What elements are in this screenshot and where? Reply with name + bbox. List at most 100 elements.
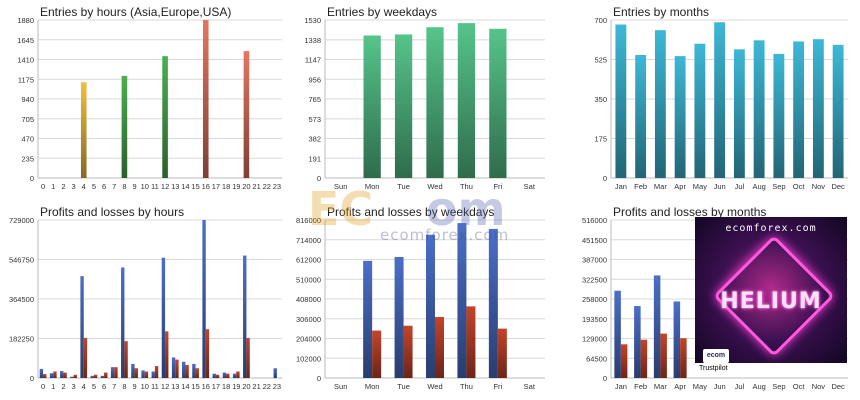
x-tick-label: Sat: [524, 182, 536, 191]
bar: [394, 34, 413, 178]
bar: [90, 375, 94, 378]
x-tick-label: Thu: [460, 182, 473, 191]
bar: [363, 35, 381, 178]
bar: [812, 39, 824, 178]
x-tick-label: 19: [232, 382, 240, 391]
x-tick-label: May: [693, 182, 707, 191]
bar: [161, 257, 166, 378]
bar: [634, 306, 641, 378]
bar: [635, 54, 647, 178]
y-tick-label: 516000: [582, 216, 607, 225]
x-tick-label: Sat: [524, 382, 536, 391]
x-tick-label: 16: [202, 382, 210, 391]
bar: [53, 371, 57, 378]
y-tick-label: 470: [21, 135, 34, 144]
bar: [141, 370, 145, 378]
x-tick-label: 11: [151, 182, 159, 191]
bar: [614, 290, 621, 378]
bar: [215, 374, 220, 378]
bar: [80, 82, 87, 178]
bar: [694, 43, 706, 179]
x-tick-label: 22: [263, 382, 271, 391]
x-tick-label: 10: [141, 182, 149, 191]
ad-title: HELIUM: [720, 289, 822, 314]
y-tick-label: 451500: [582, 236, 607, 245]
bar: [640, 339, 648, 378]
bar: [654, 30, 666, 179]
bar: [100, 375, 105, 378]
x-tick-label: Apr: [674, 382, 686, 391]
x-tick-label: Mon: [365, 382, 380, 391]
bar: [403, 325, 413, 378]
y-tick-label: 129000: [582, 335, 607, 344]
ad-logo: ecom: [703, 349, 729, 363]
x-tick-label: 4: [82, 382, 86, 391]
y-tick-label: 175: [594, 135, 607, 144]
y-tick-label: 510000: [296, 275, 321, 284]
x-tick-label: Dec: [831, 182, 845, 191]
bar: [171, 357, 176, 378]
bar: [793, 41, 805, 178]
y-tick-label: 1880: [17, 16, 34, 25]
y-tick-label: 193500: [582, 315, 607, 324]
y-tick-label: 235: [21, 154, 34, 163]
bar: [70, 376, 74, 378]
x-tick-label: 22: [263, 182, 271, 191]
y-tick-label: 322500: [582, 275, 607, 284]
x-tick-label: 3: [71, 182, 75, 191]
x-tick-label: 6: [102, 382, 106, 391]
bar: [39, 368, 44, 378]
y-tick-label: 0: [317, 374, 321, 383]
bar: [175, 359, 179, 378]
bar: [773, 53, 785, 178]
chart-title: Entries by weekdays: [327, 5, 437, 19]
bar: [195, 368, 199, 378]
x-tick-label: 17: [212, 382, 220, 391]
y-tick-label: 1530: [304, 16, 321, 25]
bar: [363, 260, 373, 378]
bar: [121, 75, 128, 178]
x-tick-label: Oct: [793, 382, 806, 391]
x-tick-label: Sun: [334, 182, 347, 191]
y-tick-label: 525: [594, 56, 607, 65]
x-tick-label: 14: [181, 182, 189, 191]
y-tick-label: 714000: [296, 236, 321, 245]
bar: [466, 306, 476, 378]
bar: [714, 22, 726, 179]
bar: [660, 333, 667, 378]
x-tick-label: Wed: [427, 382, 442, 391]
x-tick-label: 1: [51, 382, 55, 391]
bar: [121, 267, 125, 378]
y-tick-label: 350: [594, 95, 607, 104]
bar: [236, 371, 240, 378]
x-tick-label: 3: [71, 382, 75, 391]
bar: [104, 372, 108, 378]
y-tick-label: 0: [30, 374, 34, 383]
bar: [83, 337, 88, 378]
y-tick-label: 765: [308, 95, 321, 104]
y-tick-label: 612000: [296, 256, 321, 265]
x-tick-label: Jul: [735, 382, 745, 391]
bar: [435, 317, 444, 378]
bar: [457, 23, 476, 179]
x-tick-label: 4: [82, 182, 86, 191]
bar: [212, 373, 216, 378]
x-tick-label: 2: [61, 182, 65, 191]
x-tick-label: 8: [122, 382, 126, 391]
x-tick-label: 10: [141, 382, 149, 391]
y-tick-label: 1338: [304, 36, 321, 45]
x-tick-label: 9: [132, 382, 136, 391]
bar: [124, 341, 128, 378]
bar: [192, 363, 196, 378]
x-tick-label: 7: [112, 182, 116, 191]
bar: [394, 256, 404, 378]
x-tick-label: Feb: [634, 182, 647, 191]
x-tick-label: 6: [102, 182, 106, 191]
bar: [426, 27, 444, 178]
x-tick-label: Aug: [752, 182, 765, 191]
bar: [226, 373, 230, 378]
bar: [243, 255, 247, 378]
helium-ad-banner[interactable]: ecomforex.com HELIUM ecom Trustpilot: [695, 217, 847, 377]
x-tick-label: 16: [202, 182, 210, 191]
x-tick-label: 15: [191, 182, 199, 191]
